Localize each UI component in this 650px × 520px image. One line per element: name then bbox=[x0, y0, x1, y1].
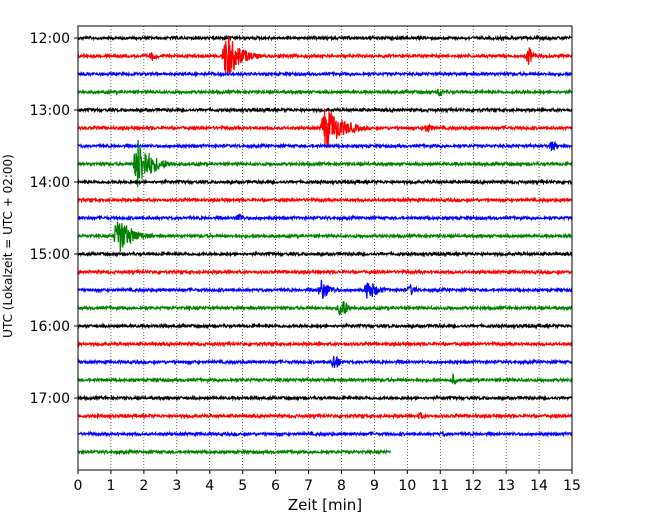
x-axis: 0 1 2 3 4 5 6 7 8 9 10 11 12 13 14 15 bbox=[74, 470, 581, 494]
x-axis-label: Zeit [min] bbox=[288, 496, 362, 514]
x-tick-label: 7 bbox=[304, 478, 313, 494]
y-tick-label: 17:00 bbox=[30, 391, 70, 407]
x-tick-label: 9 bbox=[370, 478, 379, 494]
x-tick-label: 13 bbox=[497, 478, 515, 494]
x-tick-label: 2 bbox=[139, 478, 148, 494]
x-tick-label: 5 bbox=[238, 478, 247, 494]
y-tick-label: 14:00 bbox=[30, 175, 70, 191]
seismic-trace bbox=[77, 178, 573, 186]
seismic-trace bbox=[77, 300, 573, 316]
x-tick-label: 8 bbox=[337, 478, 346, 494]
x-tick-label: 10 bbox=[398, 478, 416, 494]
seismic-trace bbox=[77, 355, 573, 369]
seismic-trace bbox=[77, 139, 573, 188]
seismic-trace bbox=[77, 88, 573, 97]
seismic-trace bbox=[77, 250, 573, 258]
seismic-trace bbox=[77, 213, 573, 222]
seismic-trace bbox=[77, 70, 573, 78]
seismic-trace bbox=[77, 196, 573, 204]
seismic-trace bbox=[77, 35, 573, 75]
seismic-trace bbox=[77, 34, 573, 42]
seismic-trace bbox=[77, 279, 573, 300]
plot-frame bbox=[77, 25, 573, 471]
seismic-trace bbox=[77, 411, 573, 420]
seismogram-traces bbox=[77, 34, 573, 456]
x-tick-label: 14 bbox=[530, 478, 548, 494]
seismic-trace bbox=[77, 140, 573, 152]
y-axis-label: UTC (Lokalzeit = UTC + 02:00) bbox=[1, 154, 15, 338]
seismic-trace bbox=[77, 430, 573, 438]
seismic-trace bbox=[77, 372, 573, 385]
seismic-trace bbox=[77, 340, 573, 348]
y-tick-label: 16:00 bbox=[30, 319, 70, 335]
y-tick-label: 13:00 bbox=[30, 103, 70, 119]
y-axis: 12:00 13:00 14:00 15:00 16:00 17:00 bbox=[30, 31, 78, 407]
x-tick-label: 11 bbox=[431, 478, 449, 494]
x-tick-label: 6 bbox=[271, 478, 280, 494]
x-tick-label: 15 bbox=[563, 478, 581, 494]
seismic-trace bbox=[77, 268, 573, 276]
y-tick-label: 12:00 bbox=[30, 31, 70, 47]
x-tick-label: 1 bbox=[106, 478, 115, 494]
x-tick-label: 12 bbox=[464, 478, 482, 494]
seismic-trace bbox=[77, 221, 573, 253]
seismic-trace bbox=[77, 322, 573, 330]
x-tick-label: 3 bbox=[172, 478, 181, 494]
y-tick-label: 15:00 bbox=[30, 247, 70, 263]
x-tick-label: 0 bbox=[74, 478, 83, 494]
x-tick-label: 4 bbox=[205, 478, 214, 494]
seismic-trace bbox=[77, 108, 573, 149]
seismic-trace bbox=[77, 394, 573, 402]
seismic-trace bbox=[77, 448, 392, 456]
